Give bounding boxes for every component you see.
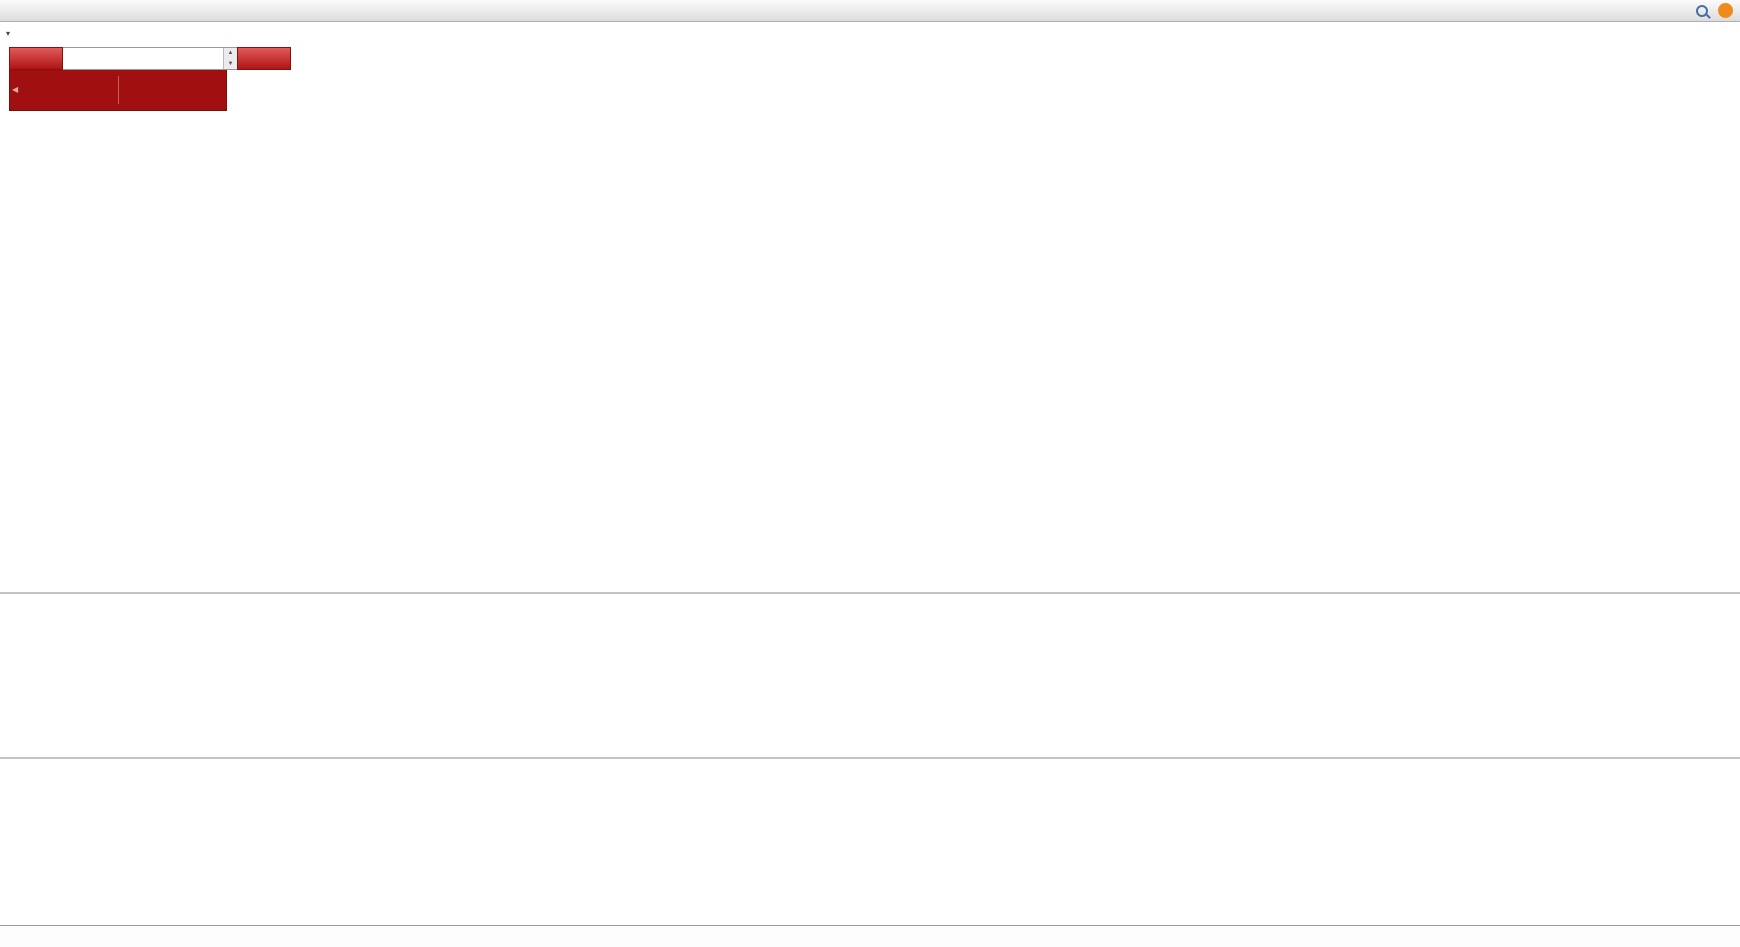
sell-price [10,70,118,110]
main-chart-panel[interactable]: ▾ ▲ ▼ ◀ [0,22,1740,592]
one-click-trading-panel: ▲ ▼ ◀ [9,47,291,111]
macd-chart[interactable] [0,594,1740,757]
rsi-header [6,761,10,773]
toolbar [0,0,1740,22]
collapse-icon[interactable]: ▾ [6,29,11,38]
buy-price [119,70,227,110]
search-button[interactable] [1691,1,1712,20]
macd-panel[interactable] [0,594,1740,757]
chart-title: ▾ [6,25,13,39]
volume-decrease-button[interactable]: ▼ [224,58,237,69]
search-icon [1695,4,1708,17]
macd-header [6,596,14,608]
notification-badge[interactable] [1718,3,1733,18]
rsi-panel[interactable] [0,759,1740,925]
toolbar-right [1691,1,1737,20]
rsi-chart[interactable] [0,759,1740,925]
panel-handle-icon[interactable]: ◀ [12,85,19,94]
volume-input[interactable] [63,48,223,69]
panel-splitter[interactable] [0,592,1740,594]
panel-splitter[interactable] [0,757,1740,759]
time-axis[interactable] [0,925,1740,947]
sell-button[interactable] [9,47,63,70]
volume-increase-button[interactable]: ▲ [224,48,237,59]
buy-button[interactable] [237,47,291,70]
price-divider [117,76,119,104]
volume-spinner: ▲ ▼ [223,48,237,69]
volume-field: ▲ ▼ [63,47,237,70]
price-chart[interactable] [0,22,1740,592]
quote-display: ◀ [9,70,227,111]
